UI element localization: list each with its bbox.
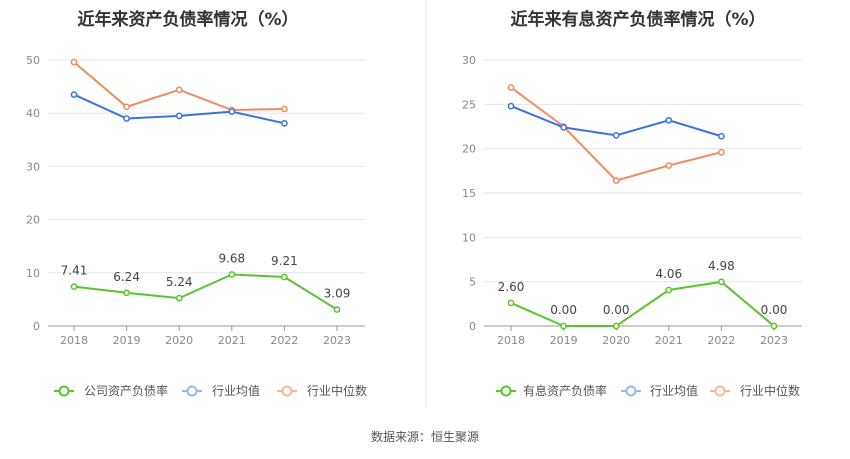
data-point-industry_avg (560, 124, 567, 131)
y-tick-label: 25 (462, 98, 476, 111)
x-tick-label: 2021 (218, 334, 246, 347)
series-line-company (510, 280, 775, 327)
data-point-company (175, 294, 183, 302)
legend-marker (625, 385, 637, 397)
data-point-industry_median (281, 105, 288, 113)
data-point-industry_avg (612, 132, 620, 139)
data-point-industry_median (70, 58, 78, 66)
legend-label: 行业均值 (212, 383, 260, 398)
chart-title-1: 近年来有息资产负债率情况（%） (510, 9, 765, 30)
x-tick-label: 2023 (760, 334, 788, 347)
y-tick-label: 0 (33, 320, 40, 333)
y-tick-label: 10 (462, 231, 476, 244)
data-label: 5.24 (166, 275, 193, 289)
data-point-company (228, 271, 236, 278)
data-label: 4.98 (708, 259, 735, 273)
data-label: 9.68 (218, 252, 245, 266)
x-tick-label: 2023 (323, 334, 351, 347)
x-tick-label: 2018 (60, 334, 88, 347)
data-point-industry_median (507, 84, 515, 91)
data-point-industry_median (612, 177, 620, 184)
legend-label: 行业中位数 (740, 383, 800, 398)
data-label: 6.24 (113, 270, 140, 284)
data-point-company (70, 283, 78, 290)
data-point-company (123, 289, 130, 297)
data-label: 2.60 (498, 280, 525, 294)
x-tick-label: 2019 (113, 334, 141, 347)
data-label: 0.00 (603, 303, 630, 317)
data-point-company (560, 322, 567, 330)
data-point-industry_avg (228, 108, 236, 115)
x-tick-label: 2020 (602, 334, 630, 347)
data-label: 0.00 (761, 303, 788, 317)
y-tick-label: 5 (469, 276, 476, 289)
legend-label: 公司资产负债率 (84, 383, 168, 398)
y-tick-label: 50 (26, 54, 40, 67)
data-label: 0.00 (550, 303, 577, 317)
y-tick-label: 40 (26, 107, 40, 120)
data-point-company (281, 273, 288, 281)
y-tick-label: 15 (462, 187, 476, 200)
x-tick-label: 2022 (707, 334, 735, 347)
data-point-industry_avg (281, 119, 288, 127)
legend-label: 行业均值 (650, 383, 698, 398)
legend-marker (281, 385, 293, 397)
data-point-company (665, 286, 673, 294)
legend-label: 行业中位数 (307, 383, 367, 398)
data-label: 3.09 (324, 287, 351, 301)
data-point-industry_median (718, 148, 725, 156)
series-line-industry_median (73, 61, 285, 112)
series-line-company (73, 273, 338, 311)
x-tick-label: 2021 (655, 334, 683, 347)
x-tick-label: 2022 (270, 334, 298, 347)
data-point-industry_avg (665, 116, 673, 124)
data-point-company (507, 299, 515, 307)
legend-marker (58, 385, 70, 397)
data-point-company (770, 322, 778, 330)
data-point-industry_avg (175, 112, 183, 120)
x-tick-label: 2020 (165, 334, 193, 347)
y-tick-label: 30 (462, 54, 476, 67)
y-tick-label: 10 (26, 267, 40, 280)
legend-label: 有息资产负债率 (523, 383, 607, 398)
y-tick-label: 20 (26, 214, 40, 227)
legend-marker (714, 385, 726, 397)
data-point-industry_median (123, 103, 130, 111)
data-point-company (333, 306, 341, 313)
data-point-industry_median (665, 162, 673, 169)
data-point-industry_median (175, 86, 183, 94)
data-label: 7.41 (61, 264, 88, 278)
data-label: 4.06 (655, 267, 682, 281)
data-point-company (612, 322, 620, 330)
data-label: 9.21 (271, 254, 298, 268)
legend-marker (500, 385, 512, 397)
data-point-industry_avg (507, 102, 515, 110)
x-tick-label: 2018 (497, 334, 525, 347)
y-tick-label: 0 (469, 320, 476, 333)
y-tick-label: 20 (462, 143, 476, 156)
data-point-industry_avg (70, 91, 78, 98)
y-tick-label: 30 (26, 160, 40, 173)
chart-title-0: 近年来资产负债率情况（%） (77, 9, 298, 30)
data-point-industry_avg (718, 132, 725, 140)
legend-marker (186, 385, 198, 397)
data-point-industry_avg (123, 115, 130, 122)
data-point-company (718, 278, 725, 286)
source-note: 数据来源：恒生聚源 (370, 430, 479, 444)
x-tick-label: 2019 (550, 334, 578, 347)
